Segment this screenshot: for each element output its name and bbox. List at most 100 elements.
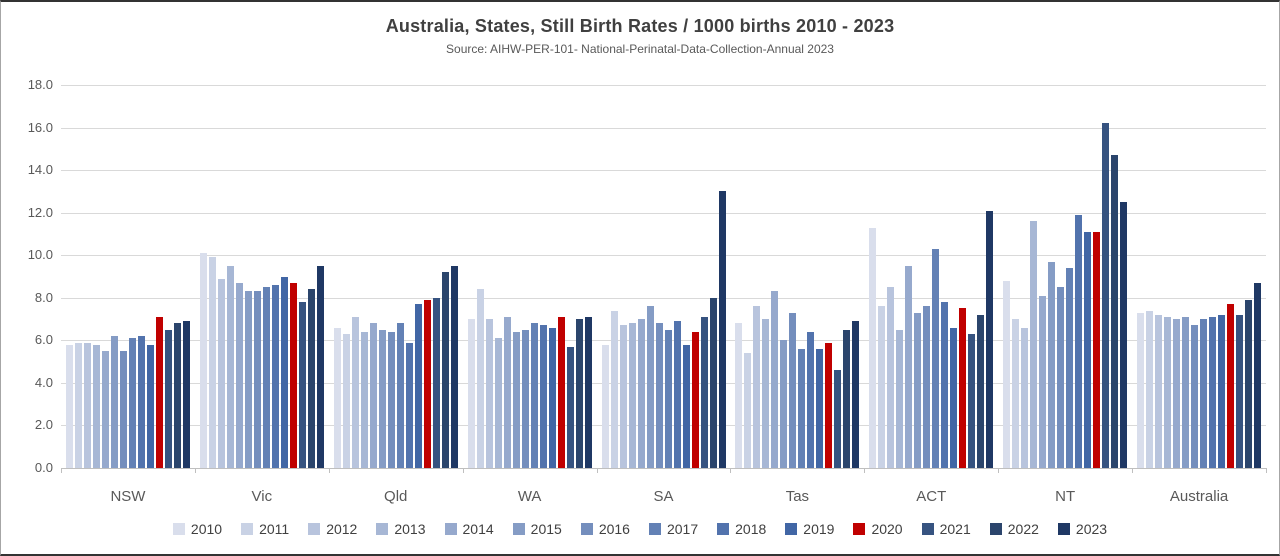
bar-australia-2018 (1209, 316, 1217, 468)
legend-label: 2016 (598, 521, 630, 537)
bar-wa-2010 (467, 319, 475, 468)
y-tick-label: 10.0 (27, 247, 53, 263)
bar-australia-2022 (1245, 299, 1253, 468)
legend-item-2021: 2021 (921, 521, 971, 537)
bar-sa-2015 (646, 306, 654, 468)
bar-wa-2018 (539, 325, 547, 468)
bar-wa-2019 (548, 327, 556, 468)
bar-qld-2021 (432, 297, 440, 468)
bar-sa-2019 (682, 344, 690, 468)
legend-label: 2014 (462, 521, 494, 537)
bar-sa-2022 (709, 297, 717, 468)
bar-nsw-2012 (83, 342, 91, 468)
bar-act-2019 (950, 327, 958, 468)
bar-tas-2020 (825, 342, 833, 468)
legend-swatch-2017 (648, 523, 661, 535)
y-tick-label: 16.0 (27, 119, 53, 135)
bar-sa-2011 (610, 310, 618, 468)
x-axis-tick (730, 468, 732, 473)
x-label-act: ACT (916, 488, 947, 505)
bar-australia-2011 (1146, 310, 1154, 468)
bar-group-vic (195, 85, 329, 468)
gridline (61, 297, 1266, 299)
bar-sa-2013 (628, 323, 636, 468)
gridline (61, 85, 1266, 86)
legend-label: 2019 (803, 521, 835, 537)
bar-group-nsw (61, 85, 195, 468)
legend-label: 2018 (735, 521, 767, 537)
legend-label: 2022 (1007, 521, 1039, 537)
bar-vic-2022 (307, 289, 315, 468)
bar-nsw-2018 (137, 336, 145, 468)
bar-qld-2015 (378, 329, 386, 468)
chart-title: Australia, States, Still Birth Rates / 1… (385, 16, 895, 36)
x-axis-tick (61, 468, 62, 473)
bar-vic-2023 (316, 265, 324, 468)
bar-groups (61, 85, 1266, 468)
bar-vic-2016 (253, 291, 261, 468)
x-axis-tick (864, 468, 866, 473)
legend-label: 2021 (939, 521, 971, 537)
gridline (61, 382, 1266, 384)
bar-wa-2013 (494, 338, 502, 468)
bar-wa-2014 (503, 316, 511, 468)
bar-sa-2020 (691, 331, 699, 468)
bar-sa-2012 (619, 325, 627, 468)
bar-tas-2013 (762, 319, 770, 468)
legend-swatch-2010 (172, 523, 185, 535)
gridline (61, 212, 1266, 214)
legend-label: 2017 (666, 521, 699, 537)
x-axis-tick (328, 468, 330, 473)
bar-wa-2022 (575, 319, 583, 468)
legend-item-2011: 2011 (241, 521, 289, 537)
bar-wa-2012 (485, 319, 493, 468)
bar-tas-2014 (771, 291, 779, 468)
bar-nt-2018 (1075, 214, 1083, 468)
bar-qld-2023 (450, 265, 458, 468)
bar-act-2011 (878, 306, 886, 468)
x-axis-line (61, 468, 1266, 469)
bar-sa-2014 (637, 319, 645, 468)
x-label-vic: Vic (251, 488, 273, 505)
bar-australia-2015 (1182, 316, 1190, 468)
bar-nsw-2013 (92, 344, 100, 468)
bar-vic-2010 (199, 253, 207, 468)
bar-nsw-2017 (128, 338, 136, 468)
bar-vic-2017 (262, 287, 270, 468)
legend-item-2014: 2014 (444, 521, 494, 537)
bar-act-2016 (923, 306, 931, 468)
x-label-nt: NT (1055, 488, 1076, 505)
bar-nt-2016 (1057, 287, 1065, 468)
y-tick-label: 0.0 (34, 460, 53, 475)
x-axis-tick (1132, 468, 1134, 473)
bar-vic-2021 (298, 302, 306, 468)
bar-qld-2010 (333, 327, 341, 468)
bar-qld-2017 (396, 323, 404, 468)
bar-nsw-2011 (74, 342, 82, 468)
y-tick-label: 2.0 (34, 417, 53, 433)
x-axis-tick (1266, 468, 1267, 473)
bar-tas-2018 (807, 331, 815, 468)
y-tick-label: 6.0 (34, 332, 53, 348)
y-tick-label: 4.0 (34, 374, 53, 390)
bar-act-2010 (869, 227, 877, 468)
bar-nt-2021 (1102, 123, 1110, 468)
legend-swatch-2019 (785, 523, 798, 535)
bar-qld-2014 (369, 323, 377, 468)
gridline (61, 170, 1266, 172)
x-axis-labels: NSW Vic Qld WA SA Tas ACT NT Australia (61, 488, 1266, 505)
legend-label: 2023 (1075, 521, 1108, 537)
bar-australia-2021 (1236, 314, 1244, 468)
bar-act-2012 (887, 287, 895, 468)
bar-nt-2011 (1012, 319, 1020, 468)
bar-nt-2019 (1084, 231, 1092, 468)
x-label-wa: WA (517, 488, 542, 505)
bar-nt-2015 (1048, 261, 1056, 468)
bar-act-2017 (932, 248, 940, 468)
bar-group-act (864, 85, 998, 468)
gridline (61, 425, 1266, 427)
bar-tas-2017 (798, 348, 806, 468)
bar-nsw-2020 (155, 316, 163, 468)
y-tick-label: 8.0 (34, 289, 53, 305)
